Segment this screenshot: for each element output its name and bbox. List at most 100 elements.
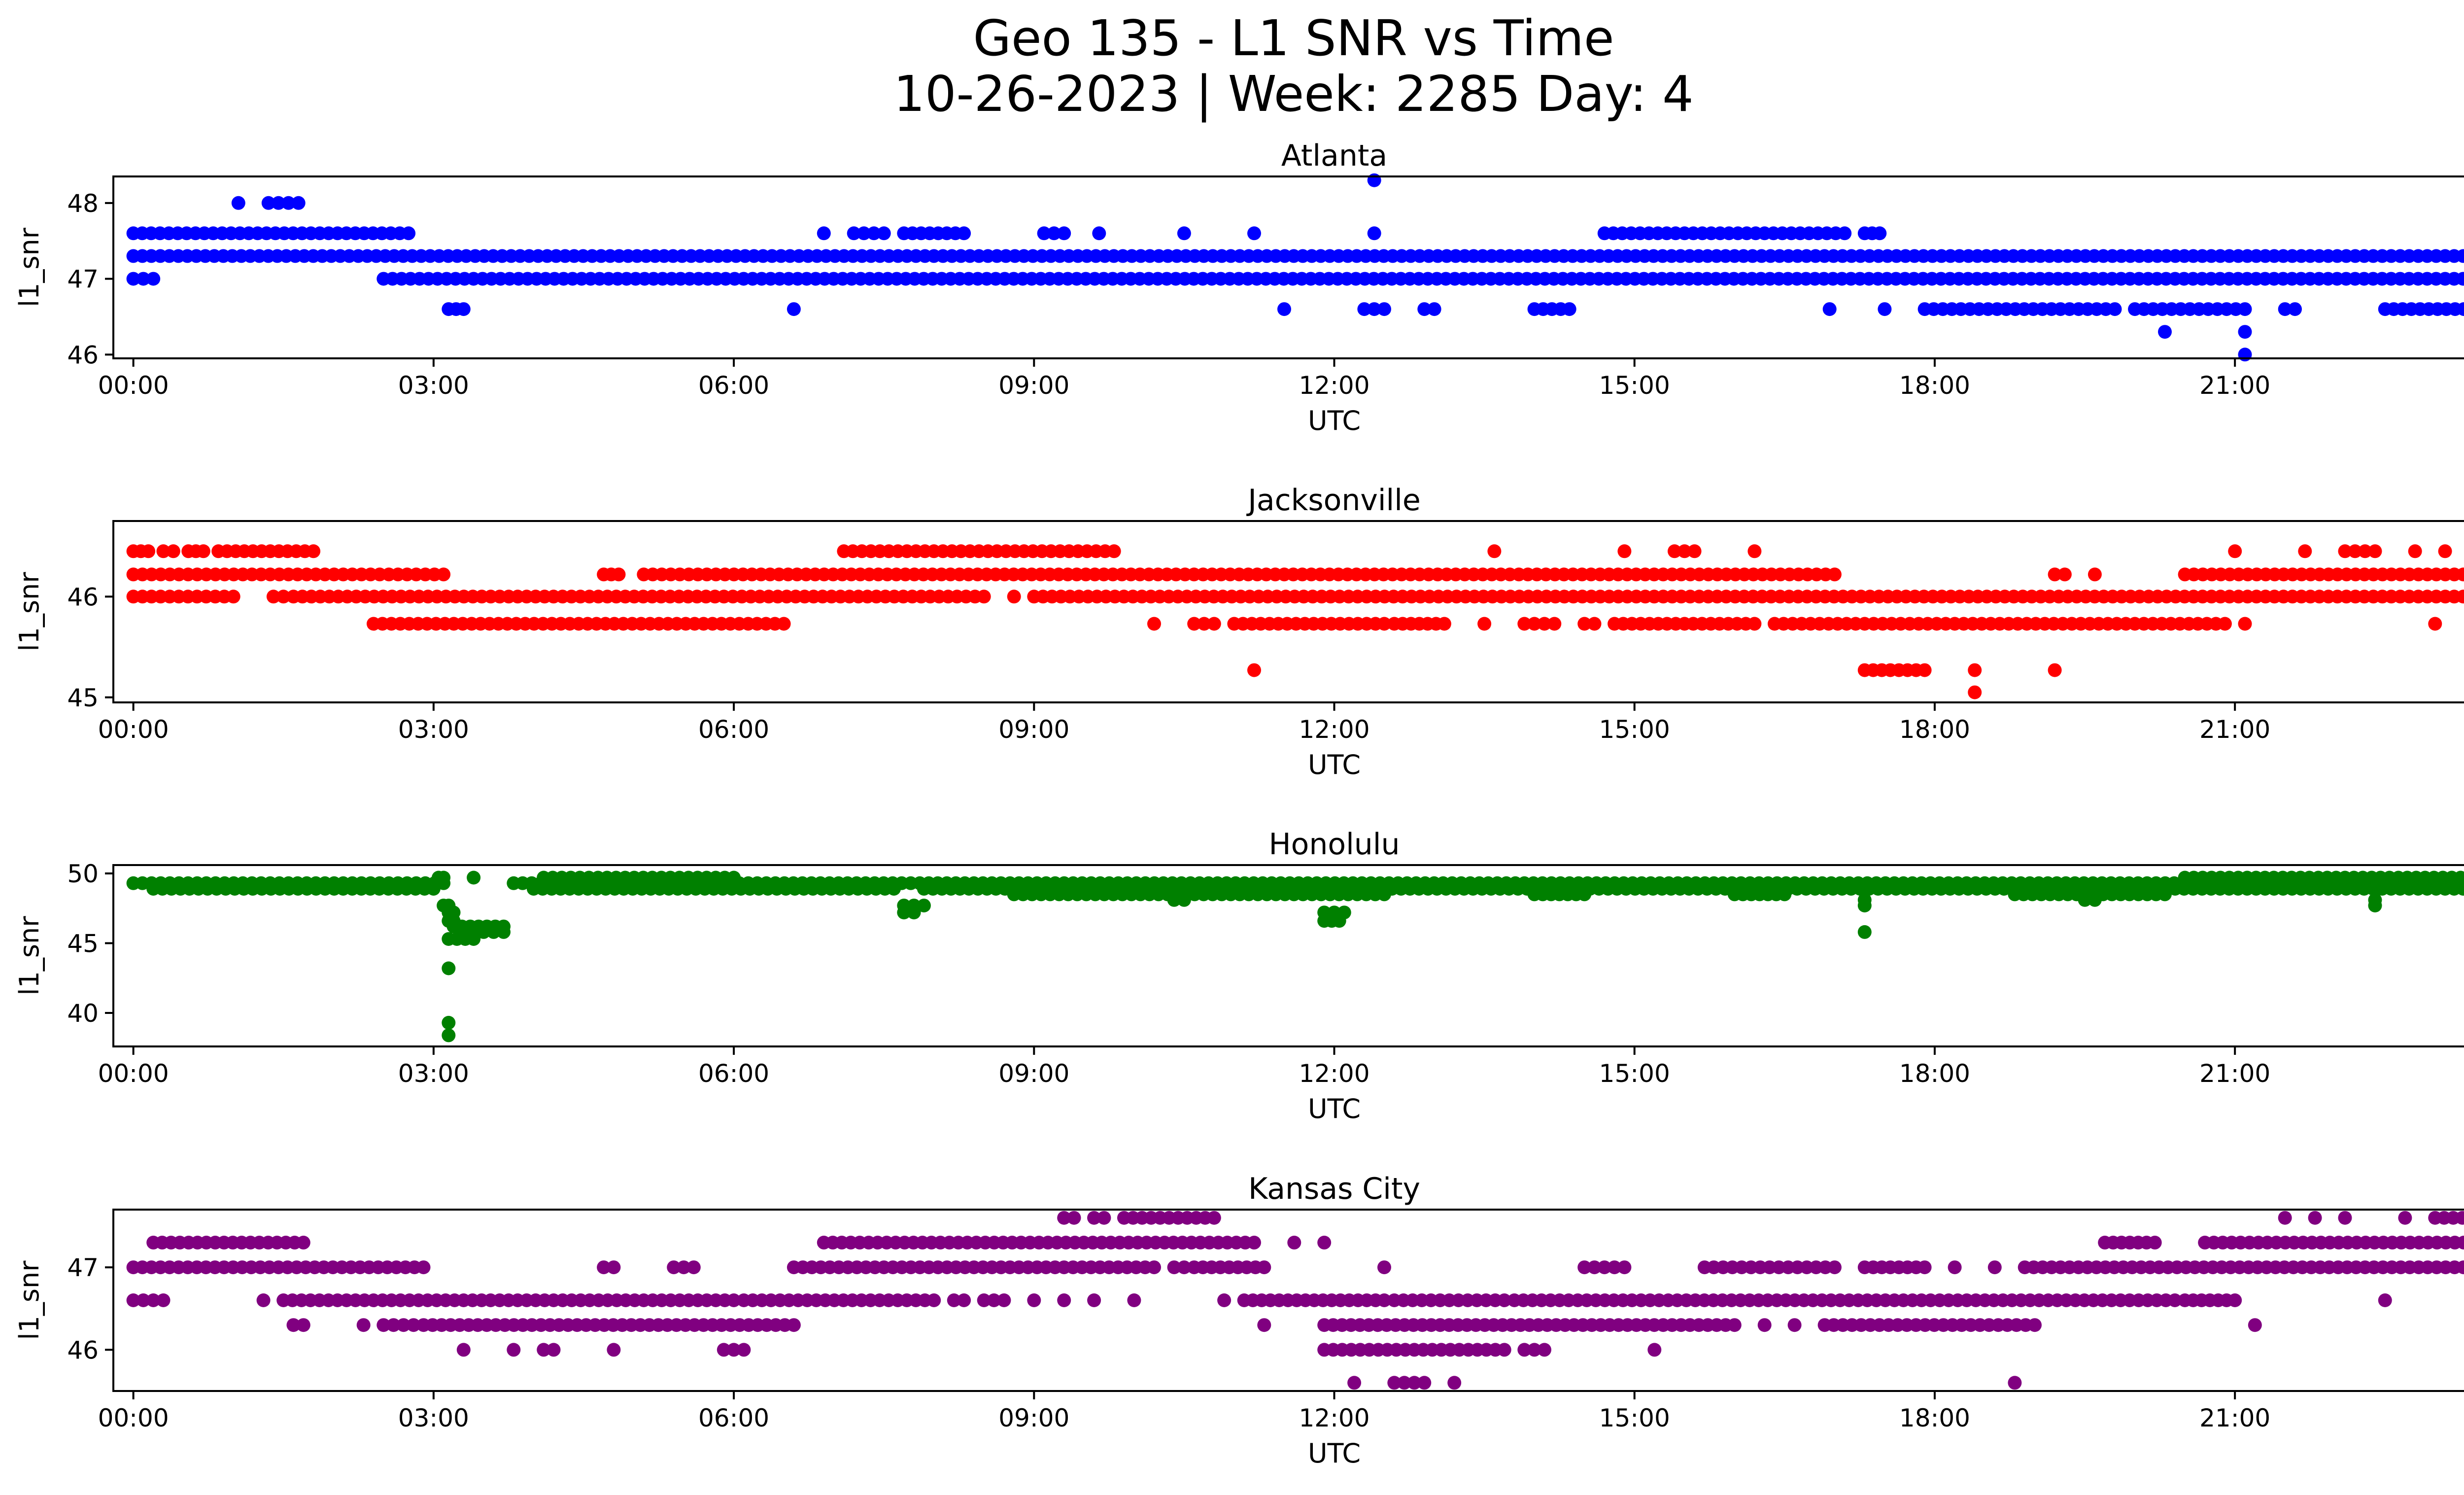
data-point xyxy=(2457,302,2464,316)
data-point xyxy=(261,196,275,210)
x-axis-label: UTC xyxy=(1308,1093,1361,1124)
data-point xyxy=(957,226,971,241)
data-point xyxy=(1562,302,1576,316)
y-tick-label: 40 xyxy=(67,999,99,1028)
data-point xyxy=(867,226,881,241)
data-point xyxy=(396,1318,411,1332)
y-axis-label: l1_snr xyxy=(14,916,45,996)
data-point xyxy=(156,544,171,558)
data-point xyxy=(2088,567,2102,582)
figure-title-line1: Geo 135 - L1 SNR vs Time xyxy=(973,9,1614,67)
subplot-title: Kansas City xyxy=(1248,1172,1420,1206)
data-point xyxy=(2008,1376,2022,1390)
data-point xyxy=(2028,1318,2042,1332)
data-point xyxy=(1097,1211,1111,1225)
subplot-3: Honolulu 00:00 03:00 06:00 09:00 12:00 15:00 18… xyxy=(14,827,2464,1124)
data-point xyxy=(1608,1260,1622,1275)
x-tick-label: 15:00 xyxy=(1599,371,1670,400)
data-point xyxy=(977,590,991,604)
data-point xyxy=(402,226,416,241)
data-point xyxy=(1577,887,1592,902)
y-tick-label: 45 xyxy=(67,930,99,958)
x-tick-label: 12:00 xyxy=(1299,1059,1369,1088)
data-point xyxy=(1617,1260,1632,1275)
data-point xyxy=(727,1343,741,1357)
y-axis-label: l1_snr xyxy=(14,572,45,652)
data-point xyxy=(2148,1235,2162,1250)
subplot-4: Kansas City 00:00 03:00 06:00 09:00 12:00 15:0… xyxy=(14,1172,2464,1469)
data-point xyxy=(2278,1211,2292,1225)
data-point xyxy=(1917,663,1932,677)
data-point xyxy=(1367,302,1381,316)
data-point xyxy=(2298,544,2312,558)
data-point xyxy=(2457,1260,2464,1275)
data-point xyxy=(2338,544,2352,558)
data-point xyxy=(1087,1293,1101,1307)
data-point xyxy=(1917,1260,1932,1275)
data-point xyxy=(1487,544,1502,558)
data-point xyxy=(2108,302,2122,316)
data-point xyxy=(1247,663,1261,677)
data-point xyxy=(1247,226,1261,241)
data-point xyxy=(1107,544,1121,558)
data-point xyxy=(667,1260,681,1275)
data-point xyxy=(2456,590,2464,604)
data-point xyxy=(597,1260,611,1275)
data-point xyxy=(947,1293,961,1307)
data-point xyxy=(1427,302,1441,316)
x-tick-label: 03:00 xyxy=(398,371,469,400)
x-tick-label: 06:00 xyxy=(698,1059,769,1088)
data-point xyxy=(1147,617,1161,631)
data-point xyxy=(2088,893,2102,907)
data-point xyxy=(126,272,140,286)
data-point xyxy=(146,1293,161,1307)
data-point xyxy=(2238,325,2252,339)
data-point xyxy=(1257,1260,1271,1275)
data-point xyxy=(1197,617,1211,631)
data-point xyxy=(281,196,296,210)
data-point xyxy=(166,544,180,558)
data-point xyxy=(2078,893,2092,907)
data-point xyxy=(296,1318,310,1332)
data-point xyxy=(1517,617,1532,631)
data-point xyxy=(1968,663,1982,677)
data-point xyxy=(256,1293,271,1307)
data-point xyxy=(2456,272,2464,286)
data-point xyxy=(1067,1211,1081,1225)
data-point xyxy=(1447,1376,1462,1390)
data-point xyxy=(2455,1211,2464,1225)
data-point xyxy=(1687,544,1702,558)
data-point xyxy=(2048,567,2062,582)
data-point xyxy=(1517,1343,1532,1357)
data-point xyxy=(442,1015,456,1030)
y-tick-label: 50 xyxy=(67,860,99,888)
data-point xyxy=(456,1343,471,1357)
data-point xyxy=(777,617,791,631)
x-axis-label: UTC xyxy=(1308,405,1361,436)
data-point xyxy=(1057,1211,1071,1225)
data-point xyxy=(1437,617,1451,631)
x-tick-label: 18:00 xyxy=(1899,1059,1970,1088)
data-point xyxy=(1187,617,1201,631)
x-tick-label: 06:00 xyxy=(698,371,769,400)
data-point xyxy=(156,1293,171,1307)
data-point xyxy=(2158,325,2172,339)
data-point xyxy=(1587,1260,1602,1275)
data-point xyxy=(1377,887,1391,902)
data-point xyxy=(1027,1293,1041,1307)
data-point xyxy=(307,544,321,558)
data-point xyxy=(126,1293,140,1307)
data-point xyxy=(977,1293,991,1307)
x-tick-label: 09:00 xyxy=(998,715,1069,744)
data-point xyxy=(787,302,801,316)
data-point xyxy=(847,226,861,241)
data-point xyxy=(2338,1211,2352,1225)
data-point xyxy=(1987,1260,2002,1275)
x-tick-label: 18:00 xyxy=(1899,715,1970,744)
data-point xyxy=(2428,617,2442,631)
data-point xyxy=(987,1293,1001,1307)
data-point xyxy=(2248,1318,2262,1332)
data-point xyxy=(2278,302,2292,316)
subplot-1: Atlanta 00:00 03:00 06:00 09:00 12:00 15:00 18:… xyxy=(14,139,2464,436)
data-point xyxy=(2358,544,2372,558)
